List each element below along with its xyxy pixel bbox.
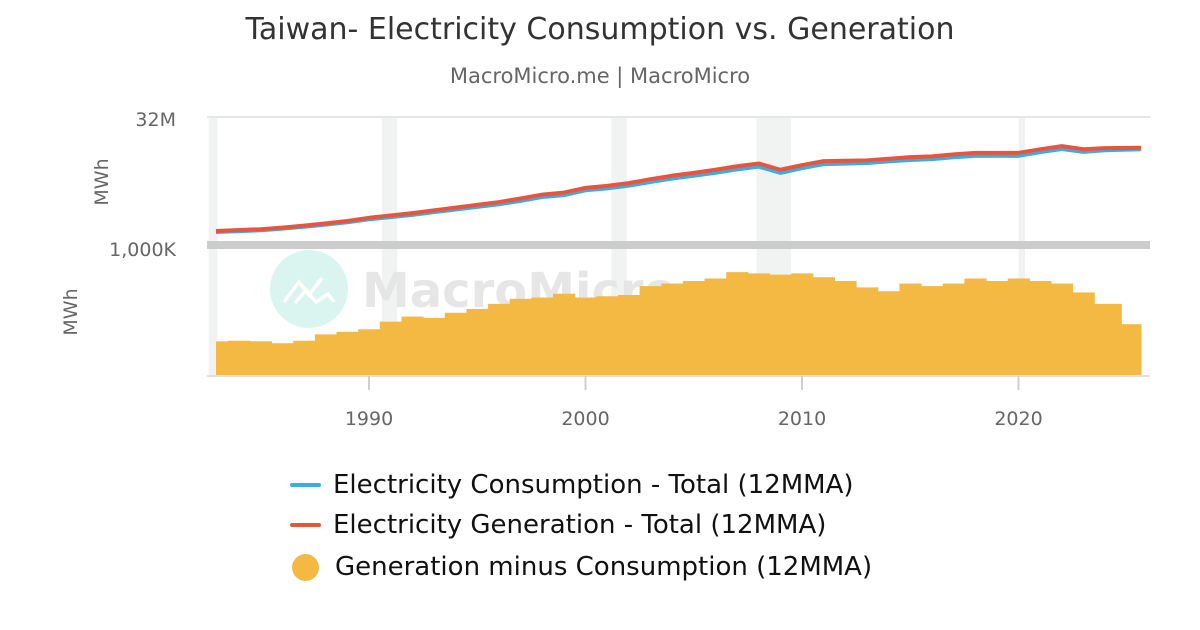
watermark-chart-icon xyxy=(282,276,324,304)
legend-label: Electricity Consumption - Total (12MMA) xyxy=(333,470,854,500)
legend-line-icon xyxy=(290,523,321,527)
x-tick-label: 2010 xyxy=(778,408,826,430)
difference-bar xyxy=(553,293,576,375)
difference-bar xyxy=(401,316,424,375)
difference-bar xyxy=(358,329,381,375)
difference-bar xyxy=(899,283,922,375)
chart-subtitle: MacroMicro.me | MacroMicro xyxy=(449,64,751,88)
legend-label: Electricity Generation - Total (12MMA) xyxy=(333,510,827,540)
difference-bar xyxy=(704,278,727,375)
difference-bar xyxy=(466,308,489,375)
difference-bar xyxy=(271,343,294,375)
legend-item-generation[interactable]: Electricity Generation - Total (12MMA) xyxy=(290,510,826,540)
chart-title: Taiwan- Electricity Consumption vs. Gene… xyxy=(245,12,955,47)
bottom-panel-max-tick: 1,000K xyxy=(109,239,176,261)
difference-bar xyxy=(488,303,511,375)
difference-bar xyxy=(617,294,641,375)
generation-line xyxy=(215,144,1142,233)
difference-bar xyxy=(1050,283,1074,375)
difference-bar xyxy=(249,341,273,375)
difference-bar xyxy=(986,281,1009,375)
difference-bar xyxy=(682,281,706,375)
top-panel-y-label: MWh xyxy=(91,158,113,205)
panel-separator xyxy=(207,241,1150,249)
legend-label: Generation minus Consumption (12MMA) xyxy=(335,552,873,582)
difference-bar xyxy=(791,273,814,375)
x-tick-label: 2000 xyxy=(561,408,609,430)
difference-bar xyxy=(812,277,835,375)
difference-bar xyxy=(661,283,684,375)
difference-bar xyxy=(921,286,944,375)
difference-bar xyxy=(942,283,965,375)
difference-bar xyxy=(1007,278,1030,375)
difference-bar xyxy=(877,291,900,375)
top-panel-max-tick: 32M xyxy=(135,109,176,131)
difference-bar xyxy=(596,296,619,375)
difference-bar xyxy=(531,297,554,375)
legend-item-consumption[interactable]: Electricity Consumption - Total (12MMA) xyxy=(290,470,854,500)
difference-bar xyxy=(726,272,749,375)
difference-bar xyxy=(509,298,532,375)
difference-bar xyxy=(834,281,857,375)
difference-bar xyxy=(639,286,662,375)
difference-bar xyxy=(423,317,446,375)
difference-bar xyxy=(216,341,229,375)
difference-bar xyxy=(747,273,771,375)
difference-bar xyxy=(1121,324,1142,375)
difference-bar xyxy=(379,321,402,375)
difference-bar xyxy=(228,340,251,375)
difference-bar xyxy=(314,334,338,375)
difference-bar xyxy=(1029,281,1052,375)
bottom-panel-y-label: MWh xyxy=(60,288,82,335)
difference-bar xyxy=(1072,292,1095,375)
difference-bar xyxy=(964,278,987,375)
difference-bar xyxy=(293,340,316,375)
difference-bar xyxy=(444,312,467,375)
x-tick-label: 2020 xyxy=(994,408,1042,430)
legend-item-difference[interactable]: Generation minus Consumption (12MMA) xyxy=(290,552,872,582)
difference-bar xyxy=(856,287,879,375)
watermark-circle-icon xyxy=(270,250,348,328)
difference-bar xyxy=(574,297,597,375)
difference-bar xyxy=(769,274,792,375)
x-tick-label: 1990 xyxy=(345,408,393,430)
legend-line-icon xyxy=(290,483,321,487)
legend-dot-icon xyxy=(292,553,319,581)
difference-bar xyxy=(1094,303,1122,375)
difference-bar xyxy=(336,331,359,375)
watermark-chart-icon-2 xyxy=(293,287,336,305)
